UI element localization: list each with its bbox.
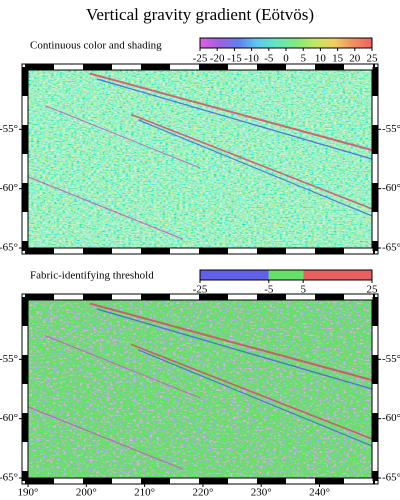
panel-label: Fabric-identifying threshold: [30, 270, 154, 282]
map-frame-outer: [21, 293, 379, 485]
lineament: [27, 176, 184, 240]
lineament: [89, 302, 373, 382]
y-tick-label: -65°: [0, 472, 18, 484]
y-tick-label: -55°: [0, 353, 18, 365]
colorbar-tick-label: -25: [193, 284, 208, 296]
x-tick-label: 230°: [251, 487, 272, 499]
colorbar-segment: [200, 270, 269, 280]
colorbar-tick-label: -20: [210, 53, 225, 65]
y-tick-label: -60°: [0, 412, 18, 424]
y-tick-label: -55°: [382, 123, 400, 135]
lineament: [137, 349, 373, 447]
y-tick-label: -60°: [382, 412, 400, 424]
x-tick-label: 220°: [192, 487, 213, 499]
colorbar-frame: [199, 269, 373, 281]
y-tick-label: -55°: [382, 353, 400, 365]
colorbar-segment: [303, 270, 372, 280]
map-image: [28, 70, 372, 248]
colorbar-tick-label: -25: [193, 53, 208, 65]
y-tick-label: -60°: [382, 182, 400, 194]
colorbar-tick-label: -10: [244, 53, 259, 65]
figure-title: Vertical gravity gradient (Eötvös): [86, 5, 314, 24]
colorbar-tick-label: 10: [315, 53, 327, 65]
y-tick-label: -55°: [0, 123, 18, 135]
x-tick-label: 240°: [309, 487, 330, 499]
colorbar-tick-label: -5: [264, 53, 274, 65]
map-frame-inner: [27, 69, 373, 249]
colorbar-tick-label: 25: [367, 284, 379, 296]
y-tick-label: -65°: [382, 472, 400, 484]
x-tick-label: 190°: [18, 487, 39, 499]
lineament: [96, 308, 373, 390]
map-frame-outer: [21, 63, 379, 255]
map-speckle: [28, 300, 372, 478]
colorbar-tick-label: 20: [349, 53, 361, 65]
map-frame-inner: [27, 299, 373, 479]
colorbar-tick-label: 15: [332, 53, 344, 65]
lineament: [137, 119, 373, 217]
colorbar: [200, 38, 372, 48]
colorbar-tick-label: -15: [227, 53, 242, 65]
colorbar-segment: [268, 270, 304, 280]
lineament: [96, 78, 373, 160]
colorbar-tick-label: 25: [367, 53, 379, 65]
colorbar-tick-label: 5: [300, 53, 306, 65]
lineament: [45, 105, 201, 169]
lineament: [130, 343, 373, 440]
panel-label: Continuous color and shading: [30, 40, 162, 52]
lineament: [130, 113, 373, 210]
colorbar-tick-label: 0: [283, 53, 289, 65]
y-tick-label: -65°: [382, 242, 400, 254]
lineament: [89, 72, 373, 152]
colorbar-tick-label: -5: [264, 284, 274, 296]
lineament: [27, 406, 184, 470]
x-tick-label: 200°: [76, 487, 97, 499]
colorbar-tick-label: 5: [300, 284, 306, 296]
lineament: [45, 335, 201, 399]
x-tick-label: 210°: [134, 487, 155, 499]
y-tick-label: -65°: [0, 242, 18, 254]
y-tick-label: -60°: [0, 182, 18, 194]
